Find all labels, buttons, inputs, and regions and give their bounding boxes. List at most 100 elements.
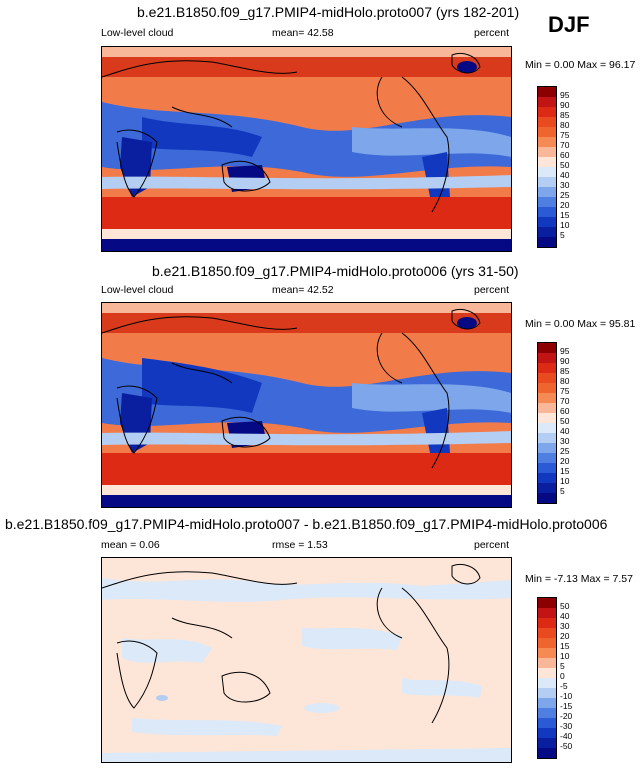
panel2-variable-label: Low-level cloud	[101, 284, 174, 296]
colorbar-tick-label: 60	[560, 406, 570, 416]
colorbar-tick-label: 95	[560, 90, 570, 100]
colorbar-segment	[538, 433, 556, 443]
colorbar-segment	[538, 738, 556, 748]
panel1-colorbar	[537, 86, 557, 248]
colorbar-tick-label: 25	[560, 446, 570, 456]
colorbar-segment	[538, 658, 556, 668]
colorbar-segment	[538, 343, 556, 353]
colorbar-segment	[538, 237, 556, 247]
season-label: DJF	[548, 12, 590, 37]
colorbar-segment	[538, 708, 556, 718]
colorbar-tick-label: 85	[560, 110, 570, 120]
colorbar-segment	[538, 87, 556, 97]
colorbar-tick-label: 5	[560, 486, 565, 496]
colorbar-segment	[538, 413, 556, 423]
colorbar-tick-label: 80	[560, 120, 570, 130]
colorbar-tick-label: 15	[560, 641, 570, 651]
panel3-colorbar-segments	[538, 598, 556, 758]
panel3-rmse-label: rmse = 1.53	[272, 539, 328, 551]
colorbar-segment	[538, 147, 556, 157]
colorbar-segment	[538, 373, 556, 383]
panel1-map-field	[102, 47, 511, 251]
colorbar-tick-label: 20	[560, 200, 570, 210]
colorbar-tick-label: 95	[560, 346, 570, 356]
colorbar-segment	[538, 227, 556, 237]
colorbar-segment	[538, 598, 556, 608]
colorbar-tick-label: 70	[560, 140, 570, 150]
panel1-title: b.e21.B1850.f09_g17.PMIP4-midHolo.proto0…	[137, 4, 520, 20]
colorbar-tick-label: 30	[560, 180, 570, 190]
colorbar-tick-label: 50	[560, 601, 570, 611]
colorbar-tick-label: 25	[560, 190, 570, 200]
colorbar-segment	[538, 628, 556, 638]
panel2-colorbar	[537, 342, 557, 504]
colorbar-tick-label: 85	[560, 366, 570, 376]
panel1-variable-label: Low-level cloud	[101, 27, 174, 39]
panel1-mean-label: mean= 42.58	[272, 27, 334, 39]
colorbar-segment	[538, 483, 556, 493]
panel3-map-field	[102, 558, 511, 762]
colorbar-segment	[538, 137, 556, 147]
colorbar-tick-label: 50	[560, 160, 570, 170]
colorbar-tick-label: -20	[560, 711, 573, 721]
colorbar-tick-label: 30	[560, 436, 570, 446]
colorbar-tick-label: -10	[560, 691, 573, 701]
colorbar-segment	[538, 107, 556, 117]
colorbar-segment	[538, 698, 556, 708]
colorbar-segment	[538, 167, 556, 177]
colorbar-segment	[538, 608, 556, 618]
colorbar-segment	[538, 383, 556, 393]
colorbar-tick-label: 60	[560, 150, 570, 160]
colorbar-tick-label: 0	[560, 671, 565, 681]
colorbar-tick-label: 40	[560, 611, 570, 621]
colorbar-tick-label: 15	[560, 210, 570, 220]
panel2-title: b.e21.B1850.f09_g17.PMIP4-midHolo.proto0…	[152, 263, 519, 279]
colorbar-segment	[538, 423, 556, 433]
panel2-minmax: Min = 0.00 Max = 95.81	[525, 318, 636, 330]
colorbar-tick-label: 15	[560, 466, 570, 476]
panel1-units-label: percent	[474, 27, 510, 39]
panel3-units-label: percent	[474, 539, 510, 551]
colorbar-segment	[538, 453, 556, 463]
colorbar-tick-label: 20	[560, 456, 570, 466]
colorbar-segment	[538, 638, 556, 648]
panel2-mean-label: mean= 42.52	[272, 284, 334, 296]
colorbar-tick-label: 5	[560, 230, 565, 240]
panel2-colorbar-segments	[538, 343, 556, 503]
colorbar-tick-label: 90	[560, 100, 570, 110]
panel3-minmax: Min = -7.13 Max = 7.57	[525, 573, 633, 585]
colorbar-tick-label: 50	[560, 416, 570, 426]
colorbar-tick-label: 75	[560, 386, 570, 396]
colorbar-segment	[538, 463, 556, 473]
colorbar-segment	[538, 668, 556, 678]
colorbar-tick-label: 75	[560, 130, 570, 140]
panel1-colorbar-segments	[538, 87, 556, 247]
colorbar-segment	[538, 403, 556, 413]
panel2-map-field	[102, 303, 511, 507]
colorbar-segment	[538, 493, 556, 503]
panel1-minmax: Min = 0.00 Max = 96.17	[525, 59, 636, 71]
colorbar-tick-label: 10	[560, 651, 570, 661]
colorbar-segment	[538, 718, 556, 728]
colorbar-segment	[538, 728, 556, 738]
colorbar-segment	[538, 177, 556, 187]
colorbar-tick-label: 40	[560, 170, 570, 180]
colorbar-tick-label: 5	[560, 661, 565, 671]
panel3-mean-label: mean = 0.06	[101, 539, 160, 551]
colorbar-segment	[538, 443, 556, 453]
colorbar-tick-label: -50	[560, 741, 573, 751]
colorbar-tick-label: -40	[560, 731, 573, 741]
panel3-title: b.e21.B1850.f09_g17.PMIP4-midHolo.proto0…	[5, 516, 608, 532]
colorbar-segment	[538, 473, 556, 483]
colorbar-segment	[538, 187, 556, 197]
panel3-map	[101, 557, 512, 763]
colorbar-segment	[538, 748, 556, 758]
colorbar-tick-label: 10	[560, 476, 570, 486]
colorbar-tick-label: 10	[560, 220, 570, 230]
panel2-units-label: percent	[474, 284, 510, 296]
colorbar-tick-label: -30	[560, 721, 573, 731]
colorbar-segment	[538, 197, 556, 207]
colorbar-segment	[538, 618, 556, 628]
colorbar-segment	[538, 393, 556, 403]
colorbar-segment	[538, 688, 556, 698]
